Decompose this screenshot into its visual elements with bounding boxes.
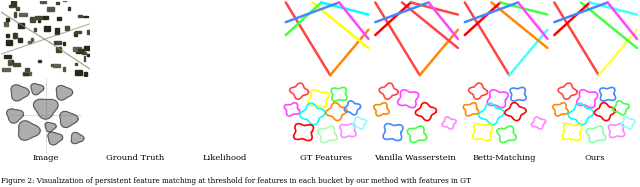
Polygon shape: [25, 68, 29, 72]
Polygon shape: [31, 84, 44, 95]
Polygon shape: [57, 17, 61, 20]
Polygon shape: [63, 42, 65, 45]
Polygon shape: [83, 16, 88, 17]
Polygon shape: [45, 122, 56, 132]
Polygon shape: [19, 38, 22, 42]
Polygon shape: [74, 32, 77, 36]
Polygon shape: [87, 54, 90, 56]
Polygon shape: [38, 60, 42, 62]
Polygon shape: [43, 16, 48, 19]
Polygon shape: [11, 85, 29, 101]
Polygon shape: [6, 18, 10, 21]
Polygon shape: [10, 60, 13, 63]
Polygon shape: [13, 12, 16, 17]
Polygon shape: [12, 1, 16, 5]
Polygon shape: [63, 0, 65, 1]
Text: Vanilla Wasserstein: Vanilla Wasserstein: [374, 154, 456, 163]
Polygon shape: [30, 17, 35, 22]
Polygon shape: [4, 22, 8, 26]
Polygon shape: [51, 65, 53, 66]
Polygon shape: [13, 33, 15, 38]
Polygon shape: [88, 30, 90, 34]
Polygon shape: [44, 26, 50, 31]
Polygon shape: [19, 121, 40, 140]
Polygon shape: [56, 86, 73, 100]
Polygon shape: [8, 60, 11, 65]
Polygon shape: [83, 56, 85, 61]
Polygon shape: [78, 49, 84, 52]
Text: GT Features: GT Features: [300, 154, 352, 163]
Polygon shape: [84, 72, 87, 76]
Polygon shape: [55, 28, 59, 34]
Polygon shape: [60, 111, 78, 128]
Polygon shape: [6, 34, 8, 37]
Polygon shape: [54, 41, 61, 44]
Text: Ours: Ours: [584, 154, 605, 163]
Polygon shape: [4, 55, 11, 58]
Polygon shape: [10, 63, 13, 65]
Polygon shape: [77, 50, 81, 53]
Polygon shape: [78, 15, 82, 17]
Polygon shape: [47, 7, 54, 11]
Text: Image: Image: [33, 154, 59, 163]
Polygon shape: [40, 1, 45, 3]
Polygon shape: [9, 5, 16, 7]
Polygon shape: [84, 46, 90, 50]
Polygon shape: [23, 72, 31, 75]
Polygon shape: [31, 38, 33, 41]
Polygon shape: [48, 132, 63, 145]
Polygon shape: [76, 70, 82, 75]
Polygon shape: [6, 109, 24, 123]
Text: Ground Truth: Ground Truth: [106, 154, 164, 163]
Text: Figure 2: Visualization of persistent feature matching at threshold for features: Figure 2: Visualization of persistent fe…: [1, 177, 471, 185]
Polygon shape: [35, 16, 42, 19]
Polygon shape: [56, 2, 60, 4]
Polygon shape: [34, 28, 36, 30]
Polygon shape: [17, 7, 19, 10]
Polygon shape: [63, 67, 65, 71]
Polygon shape: [73, 47, 81, 51]
Polygon shape: [33, 99, 58, 119]
Polygon shape: [19, 13, 27, 16]
Polygon shape: [19, 23, 24, 28]
Polygon shape: [14, 33, 17, 38]
Polygon shape: [13, 63, 20, 66]
Polygon shape: [65, 26, 70, 30]
Polygon shape: [68, 7, 70, 10]
Polygon shape: [6, 40, 12, 45]
Polygon shape: [71, 132, 84, 144]
Polygon shape: [75, 63, 77, 65]
Text: Likelihood: Likelihood: [202, 154, 247, 163]
Polygon shape: [56, 47, 61, 52]
Polygon shape: [28, 41, 31, 43]
Polygon shape: [52, 65, 60, 67]
Polygon shape: [22, 73, 28, 75]
Polygon shape: [38, 19, 40, 22]
Polygon shape: [3, 68, 10, 71]
Polygon shape: [82, 53, 86, 54]
Text: Betti-Matching: Betti-Matching: [473, 154, 536, 163]
Polygon shape: [75, 31, 81, 33]
